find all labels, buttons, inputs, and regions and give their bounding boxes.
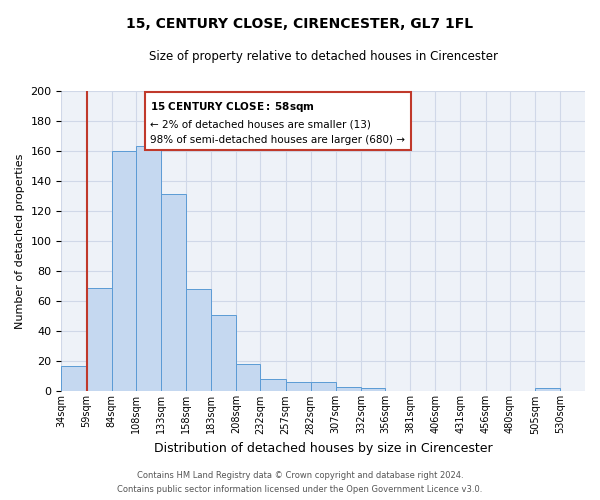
Bar xyxy=(286,382,311,392)
Bar xyxy=(136,146,161,392)
Text: $\bf{15\ CENTURY\ CLOSE:\ 58sqm}$
← 2% of detached houses are smaller (13)
98% o: $\bf{15\ CENTURY\ CLOSE:\ 58sqm}$ ← 2% o… xyxy=(151,100,406,145)
Bar xyxy=(236,364,260,392)
Bar xyxy=(61,366,86,392)
Bar xyxy=(186,289,211,392)
Bar xyxy=(211,314,236,392)
X-axis label: Distribution of detached houses by size in Cirencester: Distribution of detached houses by size … xyxy=(154,442,493,455)
Bar xyxy=(161,194,186,392)
Bar xyxy=(86,288,112,392)
Bar xyxy=(535,388,560,392)
Text: Contains HM Land Registry data © Crown copyright and database right 2024.
Contai: Contains HM Land Registry data © Crown c… xyxy=(118,472,482,494)
Bar xyxy=(361,388,385,392)
Title: Size of property relative to detached houses in Cirencester: Size of property relative to detached ho… xyxy=(149,50,498,63)
Bar xyxy=(311,382,336,392)
Bar xyxy=(336,387,361,392)
Y-axis label: Number of detached properties: Number of detached properties xyxy=(15,154,25,328)
Bar xyxy=(260,380,286,392)
Text: 15, CENTURY CLOSE, CIRENCESTER, GL7 1FL: 15, CENTURY CLOSE, CIRENCESTER, GL7 1FL xyxy=(127,18,473,32)
Bar xyxy=(112,150,136,392)
